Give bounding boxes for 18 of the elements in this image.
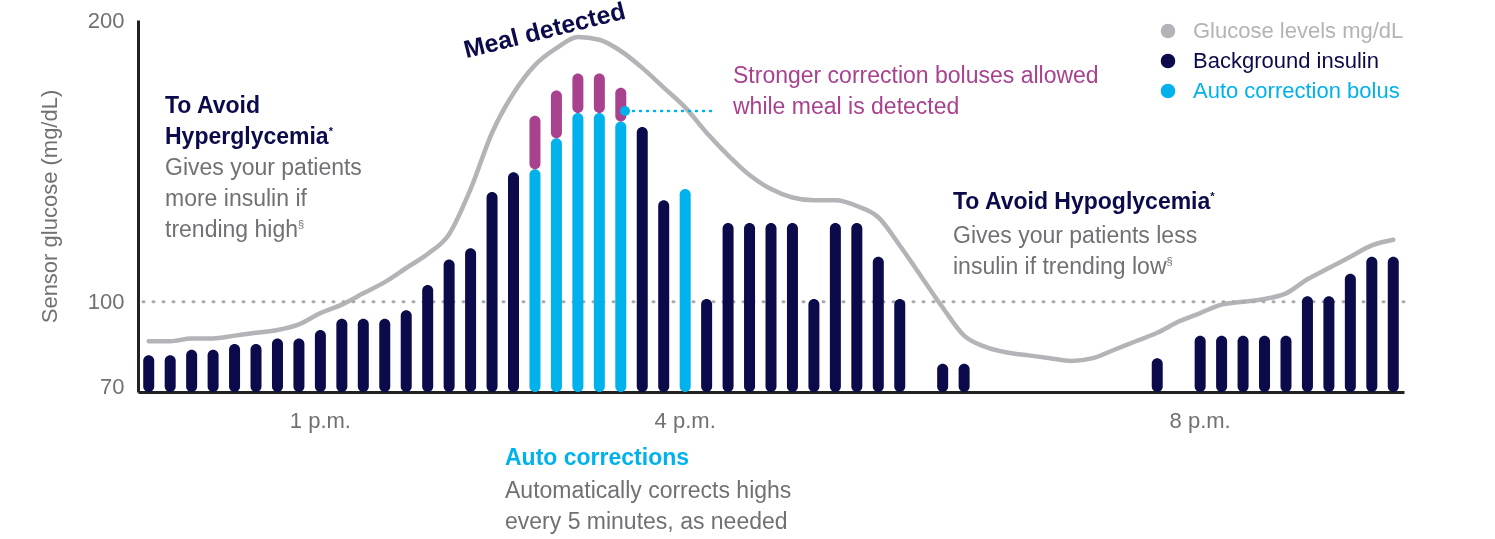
y-axis-title: Sensor glucose (mg/dL) — [36, 89, 62, 324]
annotation: Meal detected — [460, 0, 629, 65]
y-tick-label: 70 — [100, 373, 125, 399]
legend-label: Glucose levels mg/dL — [1193, 18, 1404, 43]
x-tick-label: 1 p.m. — [289, 407, 351, 433]
annotation: Gives your patients more insulin if trending high$^{§}$ — [165, 153, 363, 244]
annotation: To Avoid Hypoglycemia$^{*}$ — [953, 187, 1216, 216]
annotation: Stronger correction boluses allowed while meal is detected — [733, 61, 1100, 121]
annotation: To Avoid Hyperglycemia$^{*}$ — [165, 91, 334, 151]
legend-label: Background insulin — [1193, 48, 1379, 73]
x-tick-label: 4 p.m. — [654, 407, 716, 433]
y-tick-label: 100 — [87, 289, 125, 315]
text: Auto corrections — [505, 443, 691, 472]
legend-label: Auto correction bolus — [1193, 78, 1400, 103]
text: Automatically corrects highs every 5 minutes, as needed — [505, 476, 793, 536]
y-tick-label: 200 — [87, 7, 125, 33]
annotation: Gives your patients less insulin if trending low$^{§}$ — [953, 221, 1199, 281]
x-tick-label: 8 p.m. — [1169, 407, 1231, 433]
